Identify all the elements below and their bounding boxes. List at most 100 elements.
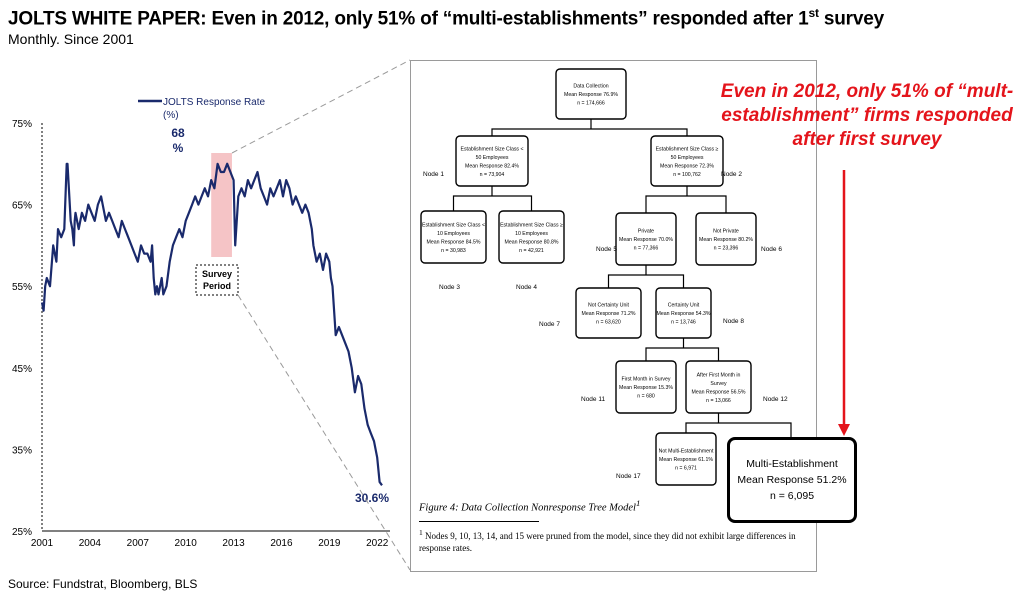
tree-node-text: n = 174,666 — [577, 101, 605, 107]
tree-node-text: Certainty Unit — [668, 303, 700, 309]
tree-node-n4 — [498, 210, 565, 264]
footnote-text: Nodes 9, 10, 13, 14, and 15 were pruned … — [419, 531, 796, 553]
tree-node-text: Survey — [710, 381, 727, 387]
tree-connector-branch — [645, 347, 720, 361]
tree-node-label: Node 7 — [539, 321, 560, 328]
tree-node-text: Mean Response 80.8% — [505, 239, 559, 245]
tree-node-n6 — [695, 212, 757, 266]
x-tick-label: 2019 — [318, 538, 341, 549]
tree-node-label: Node 8 — [723, 318, 744, 325]
tree-node-text: n = 680 — [637, 394, 655, 400]
tree-connector-branch — [491, 128, 688, 136]
tree-node-text: Mean Response 61.1% — [659, 457, 713, 463]
tree-node-label: Node 11 — [581, 396, 605, 403]
tree-node-text: Mean Response 82.4% — [465, 163, 519, 169]
tree-node-text: 50 Employees — [671, 155, 704, 161]
tree-node-text: n = 42,921 — [519, 248, 544, 254]
footnote-superscript: 1 — [419, 528, 423, 537]
series-line-jolts-response-rate — [40, 162, 383, 486]
tree-node-text: Not Private — [713, 229, 739, 235]
peak-value-label: 68 — [171, 126, 185, 140]
title-superscript: st — [808, 6, 819, 20]
tree-node-text: 10 Employees — [515, 231, 548, 237]
tree-node-n7 — [575, 287, 642, 339]
tree-node-text: n = 63,620 — [596, 320, 621, 326]
title-main: JOLTS WHITE PAPER: Even in 2012, only 51… — [8, 8, 809, 30]
tree-node-text: Not Multi-Establishment — [659, 449, 714, 455]
tree-node-text: Mean Response 15.3% — [619, 385, 673, 391]
tree-node-text: n = 100,762 — [673, 172, 701, 178]
tree-node-text: n = 13,746 — [671, 320, 696, 326]
tree-connector-branch — [685, 422, 792, 437]
tree-node-n11 — [615, 360, 677, 414]
page-subtitle: Monthly. Since 2001 — [8, 31, 134, 47]
tree-node-label: Node 6 — [761, 246, 782, 253]
legend-label: JOLTS Response Rate (%) — [163, 97, 266, 121]
multi-establishment-node: Multi-Establishment Mean Response 51.2% … — [727, 437, 857, 523]
tree-node-label: Node 12 — [763, 396, 788, 403]
y-tick-label: 75% — [12, 119, 32, 130]
title-tail: survey — [818, 8, 884, 30]
tree-node-n8 — [655, 287, 712, 339]
footnote: 1 Nodes 9, 10, 13, 14, and 15 were prune… — [419, 527, 814, 554]
tree-node-label: Node 17 — [616, 473, 641, 480]
tree-node-n3 — [420, 210, 487, 264]
tree-node-text: First Month in Survey — [621, 377, 670, 383]
tree-node-text: Establishment Size Class ≥ — [656, 146, 719, 152]
survey-period-label-line-2: Period — [203, 281, 231, 291]
multi-establishment-n: n = 6,095 — [769, 490, 815, 502]
callout-line-2: establishment” firms responded — [721, 105, 1013, 126]
tree-node-text: n = 23,396 — [714, 246, 739, 252]
tree-node-root — [555, 68, 627, 120]
tree-node-text: 50 Employees — [476, 155, 509, 161]
tree-node-label: Node 3 — [439, 284, 460, 291]
x-tick-label: 2004 — [79, 538, 102, 549]
tree-node-text: Mean Response 56.5% — [692, 389, 746, 395]
zoom-connector-bottom — [237, 294, 411, 571]
tree-node-text: Data Collection — [573, 84, 608, 90]
tree-node-text: Mean Response 84.5% — [427, 239, 481, 245]
multi-establishment-mean: Mean Response 51.2% — [737, 474, 847, 486]
tree-node-text: n = 73,904 — [480, 172, 505, 178]
tree-node-text: Not Certainty Unit — [588, 303, 629, 309]
footnote-rule — [419, 521, 539, 522]
y-tick-label: 55% — [12, 282, 32, 293]
page-title: JOLTS WHITE PAPER: Even in 2012, only 51… — [8, 6, 884, 30]
end-value-label: 30.6% — [355, 491, 389, 505]
figure-caption: Figure 4: Data Collection Nonresponse Tr… — [419, 498, 640, 514]
peak-percent-label: % — [173, 141, 184, 155]
tree-node-text: Mean Response 80.2% — [699, 237, 753, 243]
y-tick-label: 65% — [12, 201, 32, 212]
tree-node-text: 10 Employees — [437, 231, 470, 237]
legend-label-line-1: JOLTS Response Rate — [163, 97, 266, 108]
tree-node-n1 — [455, 135, 529, 187]
tree-node-text: Private — [638, 229, 654, 235]
tree-node-n12 — [685, 360, 752, 414]
y-tick-label: 45% — [12, 364, 32, 375]
tree-node-text: Mean Response 54.3% — [657, 311, 711, 317]
tree-node-text: Establishment Size Class < — [422, 222, 485, 228]
tree-node-text: Mean Response 76.9% — [564, 92, 618, 98]
tree-connector-branch — [452, 195, 533, 211]
callout-line-3: after first survey — [792, 129, 942, 150]
figure-caption-superscript: 1 — [635, 498, 641, 508]
tree-node-text: Establishment Size Class ≥ — [500, 222, 563, 228]
x-tick-label: 2016 — [270, 538, 293, 549]
x-tick-label: 2001 — [31, 538, 54, 549]
tree-diagram: Data Collection Mean Response 76.9% n = 17… — [420, 68, 792, 486]
callout-arrow-head — [838, 424, 850, 436]
tree-node-label: Node 5 — [596, 246, 617, 253]
tree-node-text: After First Month in — [697, 372, 741, 378]
tree-node-text: n = 30,983 — [441, 248, 466, 254]
tree-node-text: n = 13,066 — [706, 398, 731, 404]
y-tick-label: 25% — [12, 527, 32, 538]
x-tick-label: 2013 — [222, 538, 245, 549]
tree-node-n17 — [655, 432, 717, 486]
tree-node-text: Mean Response 70.0% — [619, 237, 673, 243]
zoom-connector-top — [231, 59, 411, 154]
x-tick-label: 2010 — [175, 538, 198, 549]
tree-node-n5 — [615, 212, 677, 266]
y-tick-label: 35% — [12, 445, 32, 456]
tree-node-label: Node 1 — [423, 171, 444, 178]
